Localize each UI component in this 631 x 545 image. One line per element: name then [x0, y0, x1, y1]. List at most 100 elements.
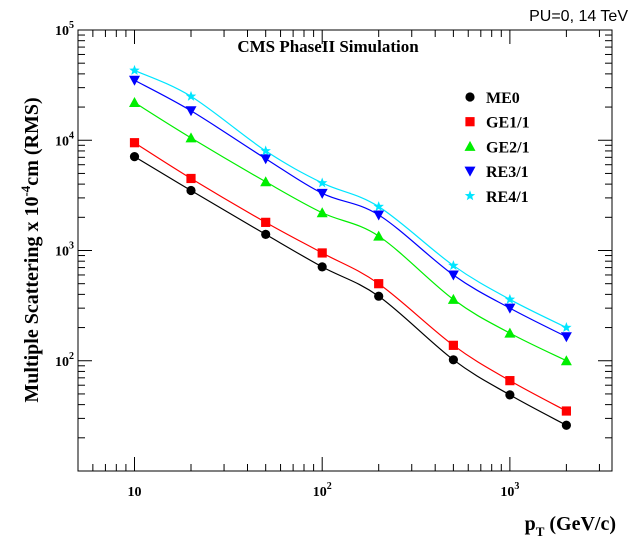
data-point: [448, 260, 459, 271]
data-point: [186, 173, 196, 184]
data-point: [129, 75, 141, 86]
x-tick-label-base: 10: [313, 485, 327, 500]
legend-label: GE2/1: [486, 139, 530, 156]
legend-label: RE4/1: [486, 189, 529, 206]
x-axis-title-sub: T: [536, 524, 545, 539]
series-line: [134, 79, 567, 338]
data-point: [373, 201, 384, 212]
series-me0: [129, 152, 571, 430]
data-point: [505, 376, 515, 386]
y-tick-label-base: 10: [55, 24, 69, 39]
data-point: [260, 145, 271, 156]
data-point: [448, 340, 458, 350]
data-point: [561, 322, 572, 333]
data-point: [448, 355, 458, 365]
y-tick-label: 104: [55, 130, 74, 149]
legend-item: GE1/1: [465, 115, 530, 132]
legend-marker: [464, 166, 476, 177]
y-axis-title: Multiple Scattering x 10-4cm (RMS): [18, 97, 43, 402]
data-point: [316, 177, 328, 188]
y-tick-label-base: 10: [55, 245, 69, 260]
y-axis-title-exp: -4: [18, 185, 33, 196]
data-point: [185, 90, 197, 101]
data-point: [129, 152, 140, 162]
data-point: [261, 217, 271, 227]
series-ge21: [129, 96, 572, 366]
y-tick-label: 105: [55, 20, 74, 39]
data-point: [561, 420, 571, 430]
series-re41: [129, 64, 572, 333]
x-tick-label-base: 10: [500, 485, 514, 500]
plot-frame: [77, 29, 613, 472]
data-point: [373, 210, 385, 221]
series-ge11: [129, 138, 571, 416]
x-tick-label: 102: [313, 481, 332, 500]
x-tick-label-exp: 2: [327, 481, 332, 492]
y-tick-label-base: 10: [55, 134, 69, 149]
series-line: [134, 156, 567, 426]
x-axis-title: pT (GeV/c): [525, 513, 616, 539]
x-tick-label: 10: [128, 485, 142, 500]
x-axis-title-units: (GeV/c): [544, 513, 616, 535]
series-group: [129, 64, 572, 430]
data-point: [317, 262, 327, 272]
data-point: [185, 132, 197, 143]
data-point: [504, 327, 516, 338]
y-tick-label: 103: [55, 241, 74, 260]
data-point: [504, 293, 516, 304]
data-point: [186, 185, 196, 196]
y-axis-title-pre: Multiple Scattering x 10: [21, 197, 43, 403]
data-point: [129, 64, 140, 75]
x-tick-label-base: 10: [128, 485, 142, 500]
y-axis-title-post: cm (RMS): [21, 97, 43, 185]
y-tick-label-exp: 5: [69, 20, 74, 31]
data-point: [316, 188, 328, 199]
data-point: [504, 303, 516, 314]
x-tick-label: 103: [500, 481, 519, 500]
legend-label: ME0: [486, 90, 520, 107]
y-tick-label-exp: 4: [69, 130, 74, 141]
x-tick-label-exp: 3: [514, 481, 519, 492]
data-point: [185, 106, 197, 117]
data-point: [560, 355, 572, 366]
data-point: [505, 390, 515, 400]
data-point: [260, 176, 272, 187]
data-point: [447, 293, 459, 304]
data-point: [129, 138, 140, 148]
data-point: [261, 229, 271, 239]
plot-title: CMS PhaseII Simulation: [237, 37, 419, 56]
data-point: [447, 270, 459, 281]
data-point: [561, 406, 571, 416]
data-point: [317, 248, 327, 258]
legend: ME0 GE1/1 GE2/1 RE3/1 RE4/1: [464, 90, 530, 206]
pu-energy-label: PU=0, 14 TeV: [529, 8, 628, 25]
y-tick-label-base: 10: [55, 355, 69, 370]
legend-item: ME0: [465, 90, 520, 107]
data-point: [560, 332, 572, 343]
legend-item: RE3/1: [464, 164, 529, 181]
data-point: [374, 279, 384, 289]
series-line: [134, 101, 567, 362]
y-tick-label: 102: [55, 351, 74, 370]
legend-item: GE2/1: [464, 139, 530, 156]
series-line: [134, 142, 567, 412]
data-point: [260, 154, 272, 165]
data-point: [374, 291, 384, 301]
legend-marker: [465, 92, 475, 102]
series-line: [134, 69, 567, 329]
data-point: [129, 96, 141, 107]
y-tick-label-exp: 2: [69, 351, 74, 362]
axis-ticks: [77, 29, 612, 472]
y-tick-label-exp: 3: [69, 241, 74, 252]
legend-label: RE3/1: [486, 164, 529, 181]
legend-label: GE1/1: [486, 115, 530, 132]
legend-marker: [464, 190, 476, 201]
legend-marker: [464, 140, 476, 151]
x-axis-title-main: p: [525, 513, 536, 535]
data-point: [373, 230, 385, 241]
legend-marker: [465, 117, 475, 127]
series-re31: [129, 75, 572, 343]
legend-item: RE4/1: [464, 189, 529, 206]
